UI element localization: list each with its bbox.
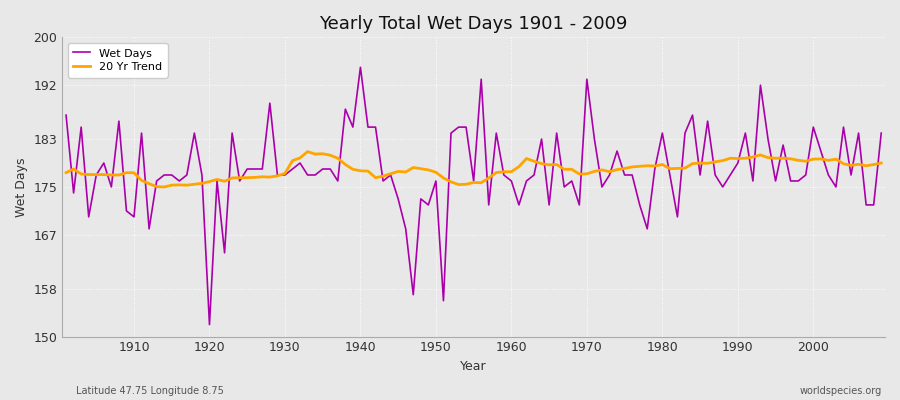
Text: worldspecies.org: worldspecies.org — [800, 386, 882, 396]
Title: Yearly Total Wet Days 1901 - 2009: Yearly Total Wet Days 1901 - 2009 — [320, 15, 628, 33]
Wet Days — [612, 149, 623, 154]
Wet Days — [514, 202, 525, 207]
Wet Days — [521, 178, 532, 183]
20 Yr Trend — [521, 156, 532, 161]
20 Yr Trend — [60, 170, 71, 175]
20 Yr Trend — [347, 167, 358, 172]
20 Yr Trend — [121, 170, 131, 175]
20 Yr Trend — [158, 184, 169, 189]
Wet Days — [294, 161, 305, 166]
Wet Days — [60, 113, 71, 118]
Wet Days — [121, 208, 131, 213]
Y-axis label: Wet Days: Wet Days — [15, 157, 28, 217]
Wet Days — [204, 322, 215, 327]
Wet Days — [355, 65, 365, 70]
20 Yr Trend — [302, 149, 313, 154]
Wet Days — [340, 107, 351, 112]
20 Yr Trend — [294, 156, 305, 160]
20 Yr Trend — [514, 164, 525, 169]
20 Yr Trend — [876, 161, 886, 166]
X-axis label: Year: Year — [460, 360, 487, 373]
Line: Wet Days: Wet Days — [66, 67, 881, 325]
Line: 20 Yr Trend: 20 Yr Trend — [66, 152, 881, 187]
Legend: Wet Days, 20 Yr Trend: Wet Days, 20 Yr Trend — [68, 43, 167, 78]
Text: Latitude 47.75 Longitude 8.75: Latitude 47.75 Longitude 8.75 — [76, 386, 224, 396]
20 Yr Trend — [612, 167, 623, 172]
Wet Days — [876, 131, 886, 136]
